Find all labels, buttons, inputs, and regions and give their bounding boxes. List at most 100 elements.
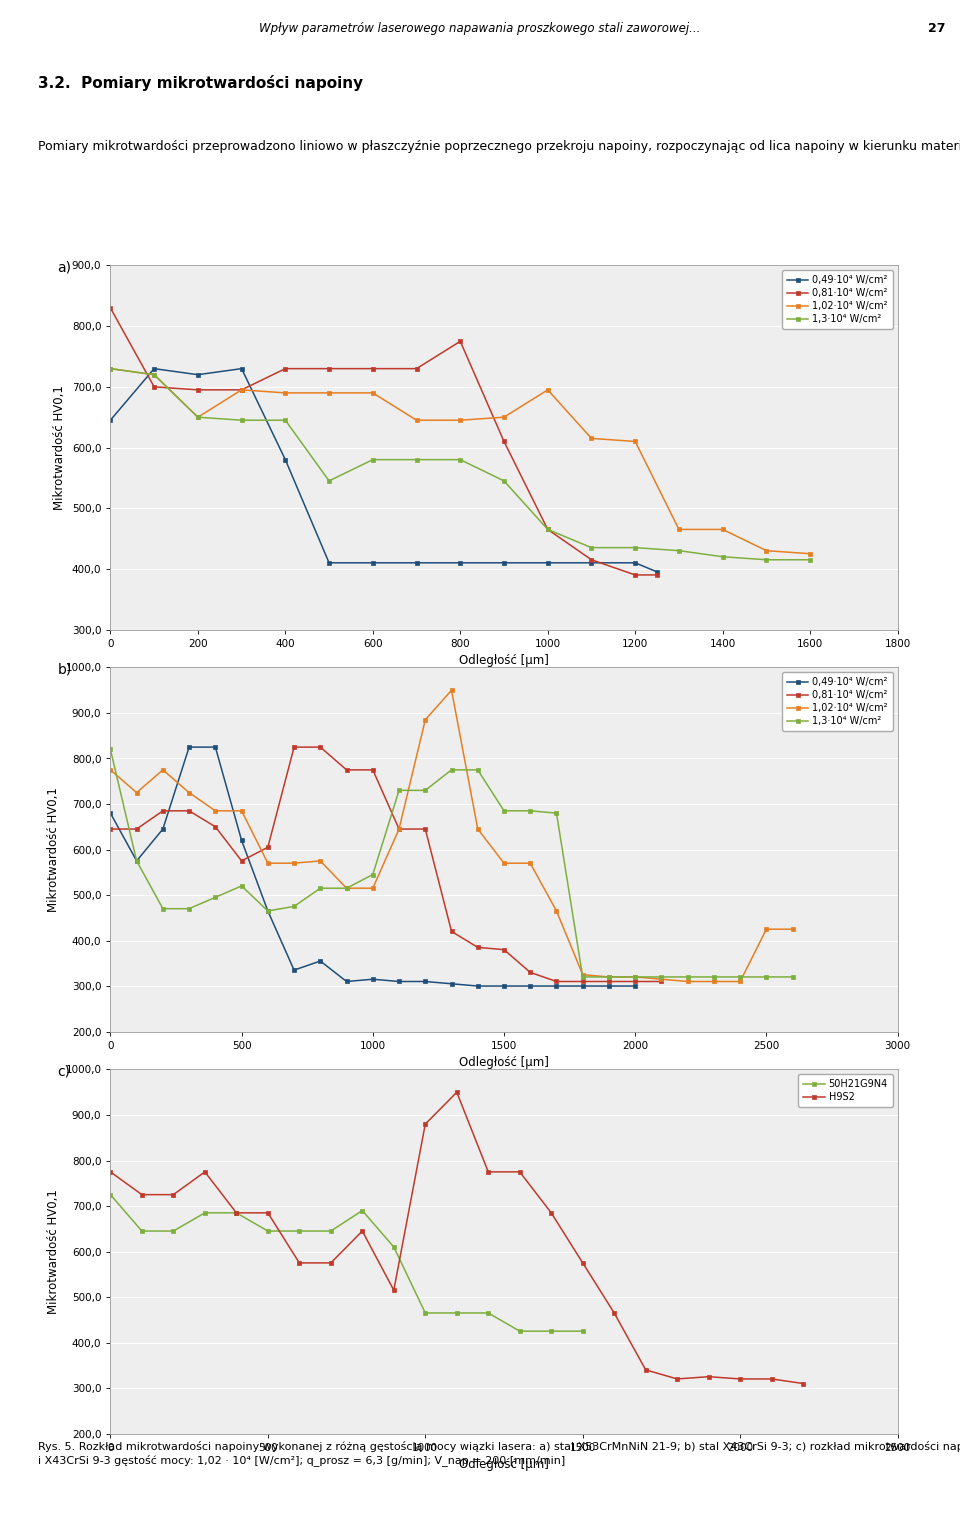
0,49·10⁴ W/cm² [157, 819, 169, 837]
Text: c): c) [58, 1065, 71, 1079]
0,49·10⁴ W/cm² [262, 901, 274, 919]
Y-axis label: Mikrotwardość HV0,1: Mikrotwardość HV0,1 [54, 385, 66, 510]
0,49·10⁴ W/cm² [454, 554, 466, 572]
1,3·10⁴ W/cm² [787, 968, 799, 986]
1,3·10⁴ W/cm² [341, 880, 352, 898]
0,81·10⁴ W/cm² [183, 801, 195, 819]
0,49·10⁴ W/cm² [630, 554, 641, 572]
50H21G9N4 [230, 1204, 242, 1223]
1,3·10⁴ W/cm² [367, 865, 378, 883]
1,3·10⁴ W/cm² [630, 968, 641, 986]
1,3·10⁴ W/cm² [192, 408, 204, 426]
0,81·10⁴ W/cm² [341, 762, 352, 780]
1,02·10⁴ W/cm² [315, 853, 326, 871]
0,81·10⁴ W/cm² [192, 381, 204, 399]
50H21G9N4 [577, 1323, 588, 1341]
1,02·10⁴ W/cm² [787, 919, 799, 938]
1,3·10⁴ W/cm² [542, 520, 554, 539]
1,3·10⁴ W/cm² [105, 740, 116, 758]
0,81·10⁴ W/cm² [551, 972, 563, 991]
H9S2 [294, 1253, 305, 1271]
Text: Wpływ parametrów laserowego napawania proszkowego stali zaworowej...: Wpływ parametrów laserowego napawania pr… [259, 23, 701, 35]
0,81·10⁴ W/cm² [630, 972, 641, 991]
1,02·10⁴ W/cm² [420, 710, 431, 730]
1,3·10⁴ W/cm² [673, 542, 684, 560]
1,02·10⁴ W/cm² [498, 408, 510, 426]
1,02·10⁴ W/cm² [577, 966, 588, 985]
0,49·10⁴ W/cm² [577, 977, 588, 995]
50H21G9N4 [325, 1223, 337, 1241]
H9S2 [766, 1370, 778, 1388]
1,3·10⁴ W/cm² [157, 900, 169, 918]
1,3·10⁴ W/cm² [630, 539, 641, 557]
1,3·10⁴ W/cm² [262, 901, 274, 919]
1,02·10⁴ W/cm² [804, 545, 816, 563]
1,02·10⁴ W/cm² [183, 783, 195, 801]
0,81·10⁴ W/cm² [524, 963, 536, 981]
Legend: 0,49·10⁴ W/cm², 0,81·10⁴ W/cm², 1,02·10⁴ W/cm², 1,3·10⁴ W/cm²: 0,49·10⁴ W/cm², 0,81·10⁴ W/cm², 1,02·10⁴… [782, 672, 893, 731]
1,3·10⁴ W/cm² [454, 451, 466, 469]
0,81·10⁴ W/cm² [630, 566, 641, 584]
Text: a): a) [58, 261, 72, 275]
H9S2 [136, 1186, 148, 1204]
1,02·10⁴ W/cm² [454, 411, 466, 429]
1,3·10⁴ W/cm² [760, 551, 772, 569]
0,81·10⁴ W/cm² [262, 837, 274, 856]
Text: Pomiary mikrotwardości przeprowadzono liniowo w płaszczyźnie poprzecznego przekr: Pomiary mikrotwardości przeprowadzono li… [38, 140, 960, 153]
0,49·10⁴ W/cm² [288, 962, 300, 980]
1,3·10⁴ W/cm² [105, 360, 116, 378]
H9S2 [168, 1186, 180, 1204]
50H21G9N4 [483, 1305, 494, 1323]
0,81·10⁴ W/cm² [279, 360, 291, 378]
1,02·10⁴ W/cm² [324, 384, 335, 402]
H9S2 [199, 1162, 210, 1180]
Line: 0,81·10⁴ W/cm²: 0,81·10⁴ W/cm² [108, 745, 664, 985]
1,3·10⁴ W/cm² [804, 551, 816, 569]
1,3·10⁴ W/cm² [236, 877, 248, 895]
0,49·10⁴ W/cm² [651, 563, 662, 581]
1,02·10⁴ W/cm² [760, 542, 772, 560]
0,49·10⁴ W/cm² [183, 739, 195, 757]
X-axis label: Odległość [μm]: Odległość [μm] [459, 1458, 549, 1471]
0,81·10⁴ W/cm² [472, 938, 484, 957]
H9S2 [609, 1305, 620, 1323]
Line: 0,49·10⁴ W/cm²: 0,49·10⁴ W/cm² [108, 745, 637, 989]
0,81·10⁴ W/cm² [367, 360, 378, 378]
1,3·10⁴ W/cm² [682, 968, 693, 986]
Line: H9S2: H9S2 [108, 1089, 805, 1387]
1,3·10⁴ W/cm² [445, 762, 457, 780]
0,49·10⁴ W/cm² [445, 975, 457, 994]
Line: 0,81·10⁴ W/cm²: 0,81·10⁴ W/cm² [108, 305, 660, 578]
50H21G9N4 [136, 1223, 148, 1241]
1,3·10⁴ W/cm² [288, 898, 300, 916]
1,3·10⁴ W/cm² [603, 968, 614, 986]
1,02·10⁴ W/cm² [630, 432, 641, 451]
1,02·10⁴ W/cm² [551, 901, 563, 919]
1,02·10⁴ W/cm² [708, 972, 720, 991]
1,3·10⁴ W/cm² [131, 853, 142, 871]
50H21G9N4 [168, 1223, 180, 1241]
Legend: 0,49·10⁴ W/cm², 0,81·10⁴ W/cm², 1,02·10⁴ W/cm², 1,3·10⁴ W/cm²: 0,49·10⁴ W/cm², 0,81·10⁴ W/cm², 1,02·10⁴… [782, 270, 893, 329]
0,81·10⁴ W/cm² [651, 566, 662, 584]
1,3·10⁴ W/cm² [472, 762, 484, 780]
1,02·10⁴ W/cm² [131, 783, 142, 801]
0,81·10⁴ W/cm² [445, 922, 457, 941]
Line: 1,02·10⁴ W/cm²: 1,02·10⁴ W/cm² [108, 687, 795, 985]
50H21G9N4 [545, 1323, 557, 1341]
H9S2 [545, 1204, 557, 1223]
1,02·10⁴ W/cm² [394, 819, 405, 837]
0,49·10⁴ W/cm² [630, 977, 641, 995]
1,3·10⁴ W/cm² [324, 472, 335, 490]
1,3·10⁴ W/cm² [394, 781, 405, 799]
0,49·10⁴ W/cm² [131, 853, 142, 871]
H9S2 [703, 1368, 714, 1387]
1,3·10⁴ W/cm² [209, 887, 221, 906]
0,49·10⁴ W/cm² [149, 360, 160, 378]
0,49·10⁴ W/cm² [498, 554, 510, 572]
0,81·10⁴ W/cm² [105, 299, 116, 317]
Line: 0,49·10⁴ W/cm²: 0,49·10⁴ W/cm² [108, 366, 660, 575]
0,81·10⁴ W/cm² [157, 801, 169, 819]
1,02·10⁴ W/cm² [586, 429, 597, 448]
1,02·10⁴ W/cm² [341, 880, 352, 898]
1,3·10⁴ W/cm² [498, 472, 510, 490]
